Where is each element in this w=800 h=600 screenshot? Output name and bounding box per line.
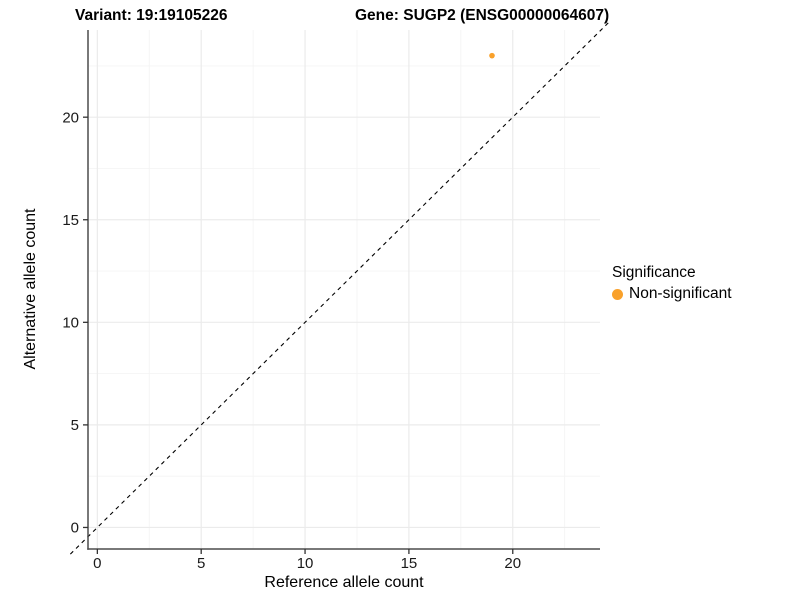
x-axis-title: Reference allele count (264, 574, 424, 591)
legend-title: Significance (612, 264, 696, 281)
x-tick-label: 15 (401, 555, 418, 572)
y-axis-title: Alternative allele count (22, 208, 39, 370)
y-tick-label: 10 (62, 315, 79, 332)
legend: Significance Non-significant (612, 264, 732, 303)
legend-item-non-significant: Non-significant (612, 285, 732, 303)
plot-panel-background (88, 30, 600, 549)
y-tick-label: 15 (62, 212, 79, 229)
data-point (489, 52, 495, 59)
x-tick-label: 0 (93, 555, 101, 572)
x-tick-label: 10 (297, 555, 314, 572)
y-tick-label: 20 (62, 109, 79, 126)
plot-title-gene: Gene: SUGP2 (ENSG00000064607) (355, 7, 610, 24)
identity-dashed-line (69, 22, 609, 555)
x-tick-label: 20 (504, 555, 521, 572)
legend-item-label: Non-significant (629, 285, 732, 302)
plot-title-variant: Variant: 19:19105226 (75, 7, 228, 24)
y-tick-label: 0 (71, 520, 79, 537)
y-tick-label: 5 (71, 417, 79, 434)
legend-point-icon (612, 288, 623, 300)
x-tick-label: 5 (197, 555, 205, 572)
